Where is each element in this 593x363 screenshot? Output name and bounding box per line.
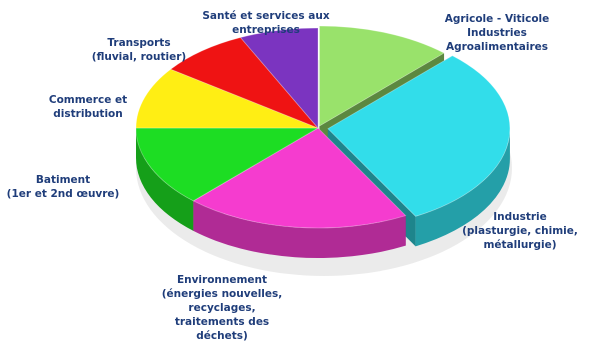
label-agricole-line: Agroalimentaires — [446, 41, 548, 53]
slice-side-batiment — [136, 128, 194, 231]
slice-sante — [239, 27, 319, 130]
label-commerce-line: Commerce et — [49, 94, 127, 106]
slice-transports — [169, 37, 319, 129]
pie-tops — [135, 25, 511, 229]
label-batiment-line: (1er et 2nd œuvre) — [7, 188, 120, 200]
label-environnement-line: recyclages, — [188, 302, 255, 314]
label-transports-line: (fluvial, routier) — [92, 51, 186, 63]
label-industrie: Industrie (plasturgie, chimie, métallurgie… — [462, 211, 578, 251]
label-commerce: Commerce et distribution — [49, 94, 127, 120]
slice-agricole — [319, 25, 445, 127]
slice-commerce — [135, 68, 319, 129]
label-industrie-line: métallurgie) — [483, 239, 556, 251]
slice-industrie — [327, 55, 511, 217]
slice-environnement — [192, 127, 407, 229]
label-batiment-line: Batiment — [36, 174, 90, 186]
label-commerce-line: distribution — [53, 108, 122, 120]
label-environnement-line: déchets) — [196, 330, 248, 342]
label-agricole: Agricole - Viticole Industries Agroaliment… — [445, 13, 550, 53]
label-environnement-line: traitements des — [175, 316, 269, 328]
label-batiment: Batiment (1er et 2nd œuvre) — [7, 174, 120, 200]
label-environnement-line: Environnement — [177, 274, 267, 286]
label-sante-line: entreprises — [232, 24, 300, 36]
label-transports-line: Transports — [107, 37, 170, 49]
label-environnement: Environnement (énergies nouvelles, recycla… — [162, 274, 283, 342]
label-sante-line: Santé et services aux — [202, 10, 330, 22]
slice-side-industrie — [415, 128, 510, 247]
label-sante: Santé et services aux entreprises — [202, 10, 330, 36]
slice-batiment — [135, 127, 320, 202]
slice-labels: Agricole - Viticole Industries Agroaliment… — [7, 10, 578, 342]
label-environnement-line: (énergies nouvelles, — [162, 288, 283, 300]
label-agricole-line: Industries — [467, 27, 527, 39]
label-transports: Transports (fluvial, routier) — [92, 37, 186, 63]
slice-side-environnement — [193, 200, 406, 258]
label-industrie-line: Industrie — [493, 211, 547, 223]
label-industrie-line: (plasturgie, chimie, — [462, 225, 578, 237]
label-agricole-line: Agricole - Viticole — [445, 13, 550, 25]
